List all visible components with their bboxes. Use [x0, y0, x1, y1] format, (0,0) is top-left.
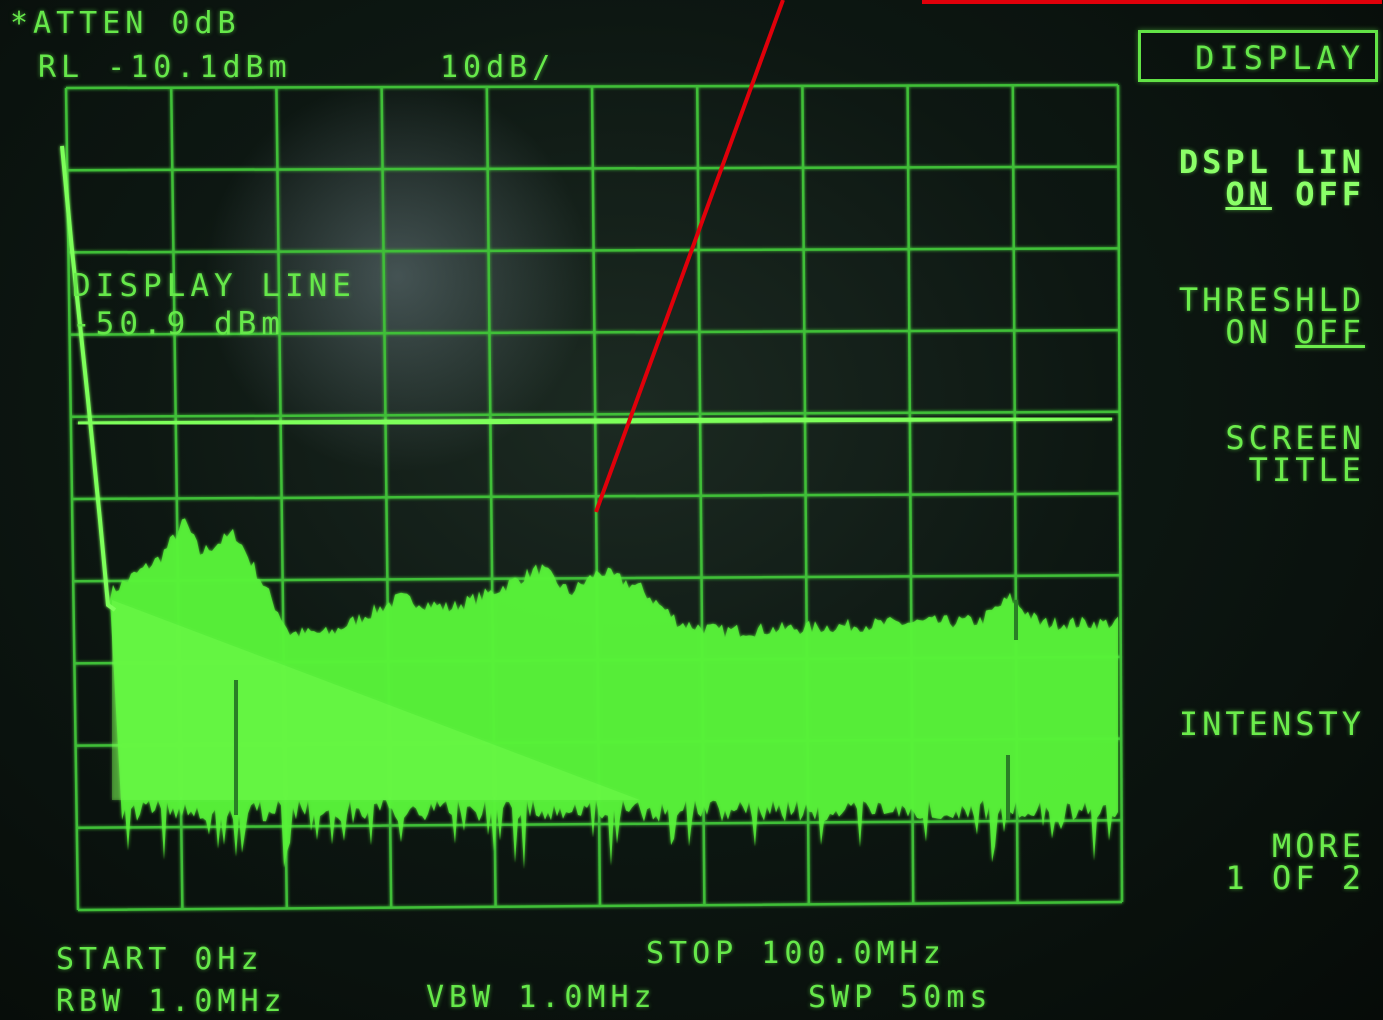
threshld-on-state: ON	[1225, 313, 1272, 351]
softkey-threshld-state: ON OFF	[1179, 316, 1365, 348]
softkey-intensity[interactable]: INTENSTY	[1179, 708, 1365, 740]
softkey-threshld-title: THRESHLD	[1178, 281, 1365, 319]
graticule-hline	[76, 819, 1122, 830]
rbw-readout: RBW 1.0MHz	[56, 984, 287, 1019]
trace-band	[112, 600, 640, 800]
softkey-dspl-lin[interactable]: DSPL LIN ON OFF	[1179, 146, 1365, 210]
atten-readout: *ATTEN 0dB	[10, 6, 241, 41]
softkey-screen-title[interactable]: SCREEN TITLE	[1225, 422, 1365, 486]
vbw-readout: VBW 1.0MHz	[426, 980, 657, 1015]
softkey-more-line2: 1 OF 2	[1225, 859, 1365, 897]
softkey-dspl-lin-title: DSPL LIN	[1178, 143, 1365, 181]
display-line-value: -50.9 dBm	[72, 306, 285, 342]
softkey-more-line1: MORE	[1271, 827, 1365, 865]
dspl-lin-off-state: OFF	[1295, 175, 1365, 213]
display-line-label: DISPLAY LINE	[72, 268, 356, 304]
start-freq-readout: START 0Hz	[56, 942, 264, 977]
sweep-time-readout: SWP 50ms	[808, 980, 993, 1015]
softkey-more[interactable]: MORE 1 OF 2	[1225, 830, 1365, 894]
softkey-dspl-lin-state: ON OFF	[1179, 178, 1365, 210]
dspl-lin-on-state: ON	[1225, 175, 1272, 213]
graticule-vline	[1116, 84, 1124, 903]
annotation-bar	[922, 0, 1382, 4]
graticule-hline	[77, 900, 1123, 912]
menu-title-display: DISPLAY	[1138, 30, 1378, 82]
stop-freq-readout: STOP 100.0MHz	[646, 936, 946, 971]
scale-readout: 10dB/	[440, 50, 556, 85]
graticule-hline	[71, 492, 1121, 501]
spectrum-trace	[60, 145, 1118, 869]
softkey-intensity-label: INTENSTY	[1178, 705, 1365, 743]
menu-title-label: DISPLAY	[1195, 39, 1365, 77]
softkey-screen-title-line1: SCREEN	[1225, 419, 1365, 457]
threshld-off-state: OFF	[1295, 313, 1365, 351]
trace-edge	[60, 145, 117, 612]
display-line-marker	[77, 415, 1113, 427]
softkey-screen-title-line2: TITLE	[1248, 451, 1365, 489]
annotation-line	[594, 0, 785, 513]
ref-level-readout: RL -10.1dBm	[38, 50, 292, 85]
softkey-threshld[interactable]: THRESHLD ON OFF	[1179, 284, 1365, 348]
